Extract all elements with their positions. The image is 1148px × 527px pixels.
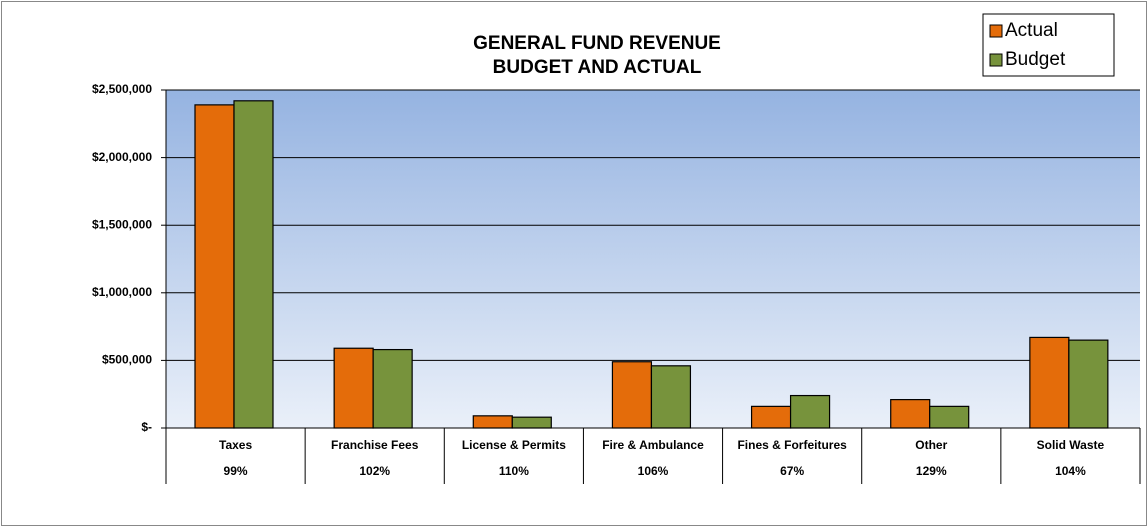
legend-label: Actual [1005, 20, 1058, 41]
legend-swatch [989, 24, 1003, 38]
y-tick-label: $2,000,000 [92, 150, 152, 164]
bar [1068, 339, 1109, 429]
bar [929, 405, 970, 429]
x-subcategory-label: 110% [499, 464, 529, 478]
chart-subtitle: BUDGET AND ACTUAL [493, 57, 702, 78]
x-subcategory-label: 99% [224, 464, 248, 478]
x-subcategory-label: 67% [780, 464, 804, 478]
x-tick-label: Other [915, 438, 947, 452]
bar [372, 348, 413, 429]
x-tick-label: Solid Waste [1037, 438, 1105, 452]
chart-title: GENERAL FUND REVENUE [473, 33, 721, 54]
x-subcategory-label: 129% [916, 464, 947, 478]
bar [511, 416, 552, 429]
bar [890, 399, 931, 429]
bar [611, 361, 653, 429]
x-subcategory-label: 102% [359, 464, 390, 478]
x-tick-label: Franchise Fees [331, 438, 419, 452]
bar [233, 100, 274, 429]
y-tick-label: $1,000,000 [92, 285, 152, 299]
x-tick-label: License & Permits [462, 438, 566, 452]
y-tick-label: $500,000 [102, 353, 152, 367]
y-tick-label: $- [141, 420, 152, 434]
legend-label: Budget [1005, 49, 1066, 70]
y-tick-label: $1,500,000 [92, 217, 152, 231]
x-subcategory-label: 106% [638, 464, 669, 478]
bar [789, 394, 831, 429]
x-tick-label: Taxes [219, 438, 252, 452]
bar [750, 405, 792, 429]
bar [1029, 336, 1070, 429]
legend-box [982, 13, 1115, 77]
legend-swatch [989, 53, 1003, 67]
bar [650, 365, 692, 429]
x-tick-label: Fire & Ambulance [602, 438, 704, 452]
bar [333, 347, 374, 429]
x-tick-label: Fines & Forfeitures [737, 438, 847, 452]
bar [472, 415, 513, 429]
x-subcategory-label: 104% [1055, 464, 1086, 478]
bar [194, 104, 235, 429]
y-tick-label: $2,500,000 [92, 82, 152, 96]
